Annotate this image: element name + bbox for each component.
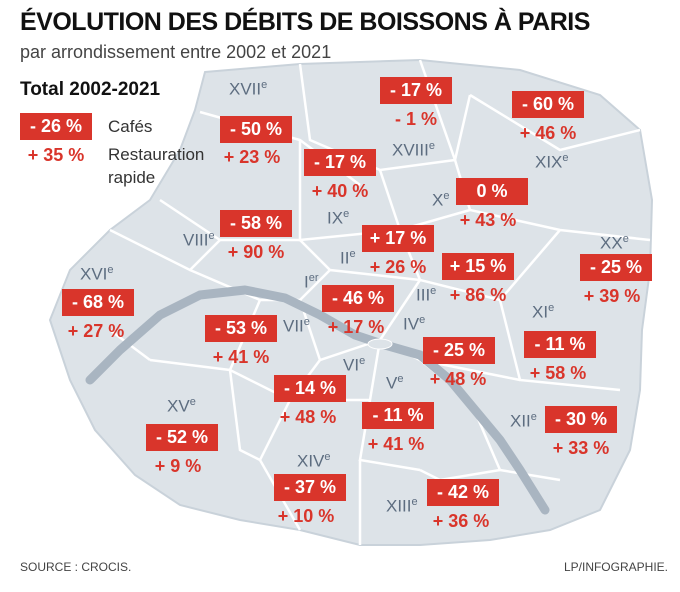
arrondissement-label: Xe — [432, 190, 450, 210]
cafes-value-box: - 25 % — [423, 337, 495, 364]
resto-value: + 9 % — [154, 456, 202, 476]
legend-cafes-label: Cafés — [108, 117, 153, 136]
cafes-value-box: - 17 % — [380, 77, 452, 104]
page-subtitle: par arrondissement entre 2002 et 2021 — [20, 42, 332, 62]
cafes-value-box: - 46 % — [322, 285, 394, 312]
resto-value: + 86 % — [449, 285, 507, 305]
arrondissement-label: XXe — [600, 233, 629, 253]
cafes-value-box: - 60 % — [512, 91, 584, 118]
resto-value: + 40 % — [311, 181, 369, 201]
cafes-value-box: - 30 % — [545, 406, 617, 433]
arrondissement-label: IIe — [340, 248, 356, 268]
source-credit: SOURCE : CROCIS. — [20, 560, 132, 574]
cafes-value-box: - 14 % — [274, 375, 346, 402]
resto-value: + 17 % — [327, 317, 385, 337]
cafes-value-box: - 37 % — [274, 474, 346, 501]
cafes-value-box: - 58 % — [220, 210, 292, 237]
resto-value: + 58 % — [529, 363, 587, 383]
arrondissement-label: XVIIe — [229, 79, 268, 99]
cafes-value-box: - 68 % — [62, 289, 134, 316]
arrondissement-label: XIXe — [535, 152, 569, 172]
resto-value: + 90 % — [227, 242, 285, 262]
cafes-value-box: - 11 % — [362, 402, 434, 429]
cafes-value-box: - 50 % — [220, 116, 292, 143]
arrondissement-label: Ve — [386, 373, 404, 393]
arrondissement-label: XIIe — [510, 411, 537, 431]
cafes-value-box: - 25 % — [580, 254, 652, 281]
resto-value: + 27 % — [67, 321, 125, 341]
cafes-value-box: - 52 % — [146, 424, 218, 451]
arrondissement-label: XIIIe — [386, 496, 418, 516]
legend-cafes-box: - 26 % — [20, 113, 92, 140]
resto-value: + 41 % — [367, 434, 425, 454]
arrondissement-label: XVIe — [80, 264, 114, 284]
resto-value: + 48 % — [279, 407, 337, 427]
infographic-credit: LP/INFOGRAPHIE. — [563, 560, 668, 574]
resto-value: + 36 % — [432, 511, 490, 531]
arrondissement-label: IVe — [403, 314, 426, 334]
resto-value: + 39 % — [583, 286, 641, 306]
arrondissement-label: XIVe — [297, 451, 331, 471]
arrondissement-label: XIe — [532, 302, 555, 322]
resto-value: + 48 % — [429, 369, 487, 389]
cafes-value-box: - 17 % — [304, 149, 376, 176]
ile-de-la-cite — [367, 338, 393, 350]
resto-value: + 41 % — [212, 347, 270, 367]
cafes-value-box: 0 % — [456, 178, 528, 205]
resto-value: - 1 % — [394, 109, 437, 129]
page-title: ÉVOLUTION DES DÉBITS DE BOISSONS À PARIS — [20, 8, 590, 36]
resto-value: + 46 % — [519, 123, 577, 143]
arrondissement-label: Ier — [304, 272, 319, 292]
arrondissement-label: VIIIe — [183, 230, 215, 250]
arrondissement-label: IIIe — [416, 285, 437, 305]
cafes-value-box: - 42 % — [427, 479, 499, 506]
arrondissement-label: VIe — [343, 355, 366, 375]
seine-river — [85, 285, 550, 515]
legend-resto-label-2: rapide — [108, 168, 156, 187]
cafes-value-box: - 53 % — [205, 315, 277, 342]
cafes-value-box: + 17 % — [362, 225, 434, 252]
legend-resto-value: + 35 % — [27, 145, 85, 165]
resto-value: + 26 % — [369, 257, 427, 277]
resto-value: + 10 % — [277, 506, 335, 526]
arrondissement-label: VIIe — [283, 316, 310, 336]
legend-title: Total 2002-2021 — [20, 79, 161, 100]
arrondissement-label: XVIIIe — [392, 140, 435, 160]
resto-value: + 23 % — [223, 147, 281, 167]
cafes-value-box: + 15 % — [442, 253, 514, 280]
resto-value: + 43 % — [459, 210, 517, 230]
cafes-value-box: - 11 % — [524, 331, 596, 358]
arrondissement-label: IXe — [327, 208, 350, 228]
arrondissement-label: XVe — [167, 396, 196, 416]
resto-value: + 33 % — [552, 438, 610, 458]
legend-resto-label: Restauration — [108, 145, 205, 164]
